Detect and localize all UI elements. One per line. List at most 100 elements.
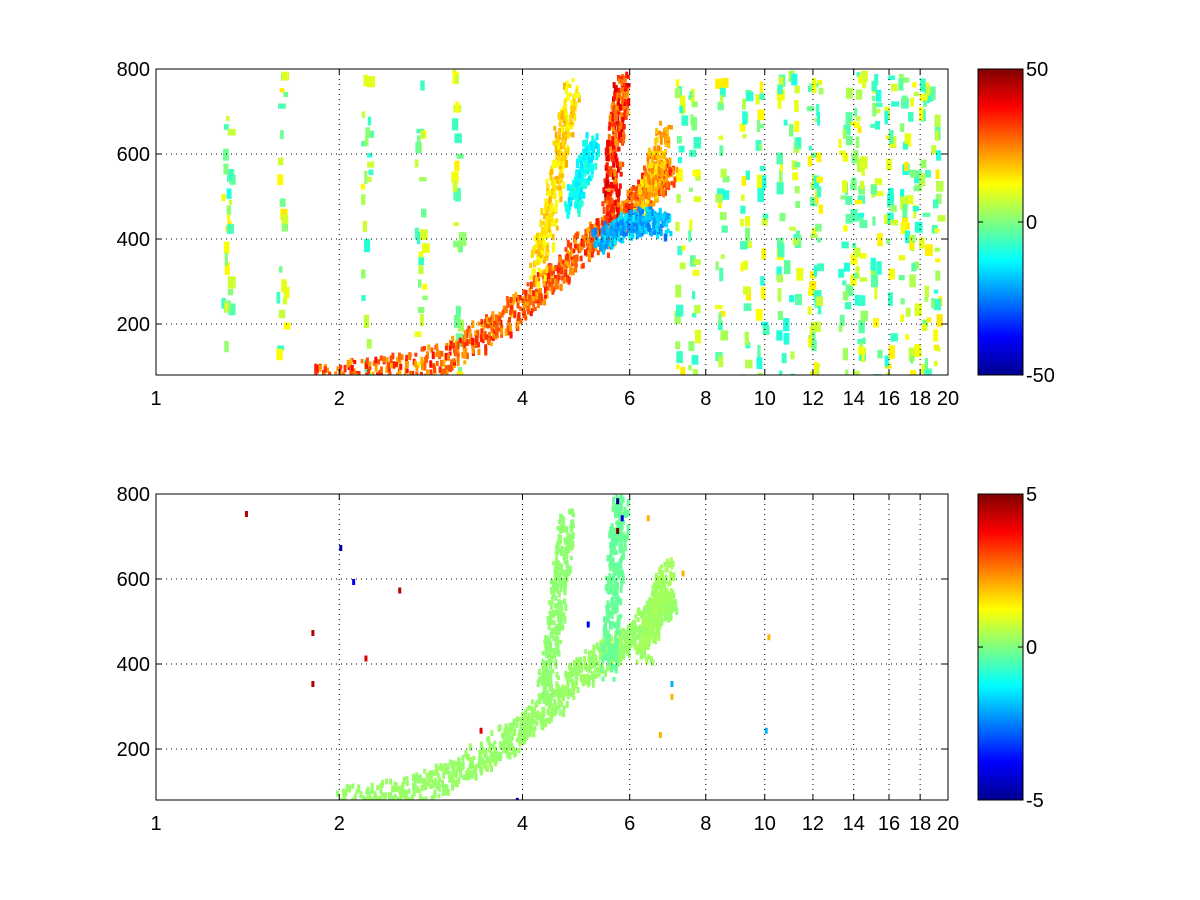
heatmap-cell (555, 154, 559, 161)
heatmap-cell (531, 714, 535, 722)
heatmap-cell (557, 148, 561, 157)
heatmap-cell (646, 199, 650, 204)
heatmap-cell (565, 159, 569, 168)
heatmap-cell (509, 312, 513, 318)
heatmap-cell (607, 184, 611, 190)
heatmap-cell (616, 615, 620, 622)
heatmap-cell (635, 644, 639, 653)
heatmap-cell (568, 92, 572, 97)
heatmap-cell (511, 723, 515, 732)
heatmap-cell (562, 181, 566, 189)
heatmap-cell (538, 239, 542, 245)
heatmap-cell (637, 206, 641, 212)
heatmap-cell (609, 169, 613, 177)
heatmap-cell (643, 641, 647, 649)
heatmap-cell (557, 161, 561, 167)
heatmap-cell (369, 796, 373, 800)
heatmap-cell (616, 567, 620, 576)
heatmap-cell (568, 132, 572, 137)
heatmap-cell (614, 154, 618, 162)
heatmap-cell (510, 743, 514, 751)
heatmap-cell (643, 652, 647, 658)
heatmap-cell (438, 350, 442, 358)
y-tick-label: 200 (117, 739, 150, 761)
heatmap-cell (516, 300, 520, 309)
heatmap-cell (617, 188, 621, 195)
heatmap-cell (564, 107, 568, 114)
heatmap-cell (557, 650, 561, 657)
heatmap-cell (346, 803, 349, 808)
heatmap-cell (432, 771, 436, 776)
heatmap-cell (552, 184, 556, 192)
noise-cell (675, 168, 683, 182)
heatmap-cell (622, 136, 626, 144)
heatmap-cell (564, 151, 568, 159)
heatmap-cell (420, 346, 424, 352)
heatmap-cell (554, 131, 558, 139)
heatmap-cell (506, 750, 510, 759)
heatmap-cell (549, 586, 553, 595)
heatmap-cell (539, 219, 543, 228)
heatmap-cell (527, 724, 531, 732)
noise-cell (689, 255, 696, 267)
heatmap-cell (624, 203, 628, 209)
heatmap-cell (448, 345, 452, 351)
heatmap-cell (614, 579, 618, 585)
heatmap-cell (613, 621, 617, 629)
heatmap-cell (610, 636, 614, 642)
noise-cell (221, 193, 226, 202)
heatmap-cell (548, 610, 552, 616)
noise-cell (790, 373, 796, 375)
heatmap-cell (449, 759, 453, 765)
noise-cell (679, 95, 686, 109)
heatmap-cell (667, 608, 671, 615)
heatmap-cell (608, 564, 612, 572)
x-tick-label: 20 (937, 813, 959, 835)
heatmap-cell (614, 133, 618, 142)
heatmap-cell (621, 237, 625, 244)
heatmap-cell (570, 520, 574, 527)
noise-cell (367, 130, 375, 138)
heatmap-cell (546, 264, 550, 271)
heatmap-cell (642, 186, 646, 193)
heatmap-cell (578, 193, 582, 201)
noise-cell (874, 73, 879, 85)
heatmap-cell (595, 239, 599, 248)
heatmap-cell (550, 188, 554, 196)
heatmap-cell (532, 726, 536, 731)
heatmap-cells (221, 69, 946, 375)
noise-cell (721, 225, 728, 233)
noise-cell (691, 312, 697, 318)
heatmap-cell (430, 769, 434, 776)
heatmap-cell (552, 591, 556, 598)
noise-cell (368, 169, 374, 176)
noise-cell (694, 305, 701, 314)
heatmap-cell (633, 209, 637, 216)
heatmap-cell (474, 335, 478, 343)
heatmap-cell (569, 248, 573, 254)
noise-cell (362, 220, 368, 233)
heatmap-cell (566, 121, 570, 129)
noise-cell (891, 83, 898, 92)
heatmap-cell (631, 186, 635, 191)
heatmap-cell (444, 352, 448, 361)
noise-cell (905, 222, 910, 230)
noise-cell (739, 123, 746, 132)
heatmap-cell (382, 356, 386, 363)
heatmap-cell (563, 147, 567, 154)
heatmap-cell (669, 571, 673, 577)
heatmap-cell (648, 628, 652, 634)
heatmap-cell (621, 161, 625, 167)
noise-cell (935, 180, 944, 192)
heatmap-cell (540, 679, 544, 686)
heatmap-cell (433, 790, 437, 799)
heatmap-cell (544, 204, 548, 209)
heatmap-cell (619, 556, 623, 563)
heatmap-cell (608, 633, 612, 640)
noise-cell (857, 126, 862, 134)
heatmap-cell (580, 200, 584, 207)
x-tick-label: 6 (624, 813, 635, 835)
noise-cell (277, 174, 284, 186)
noise-cell (913, 186, 920, 192)
heatmap-cell (463, 347, 467, 353)
